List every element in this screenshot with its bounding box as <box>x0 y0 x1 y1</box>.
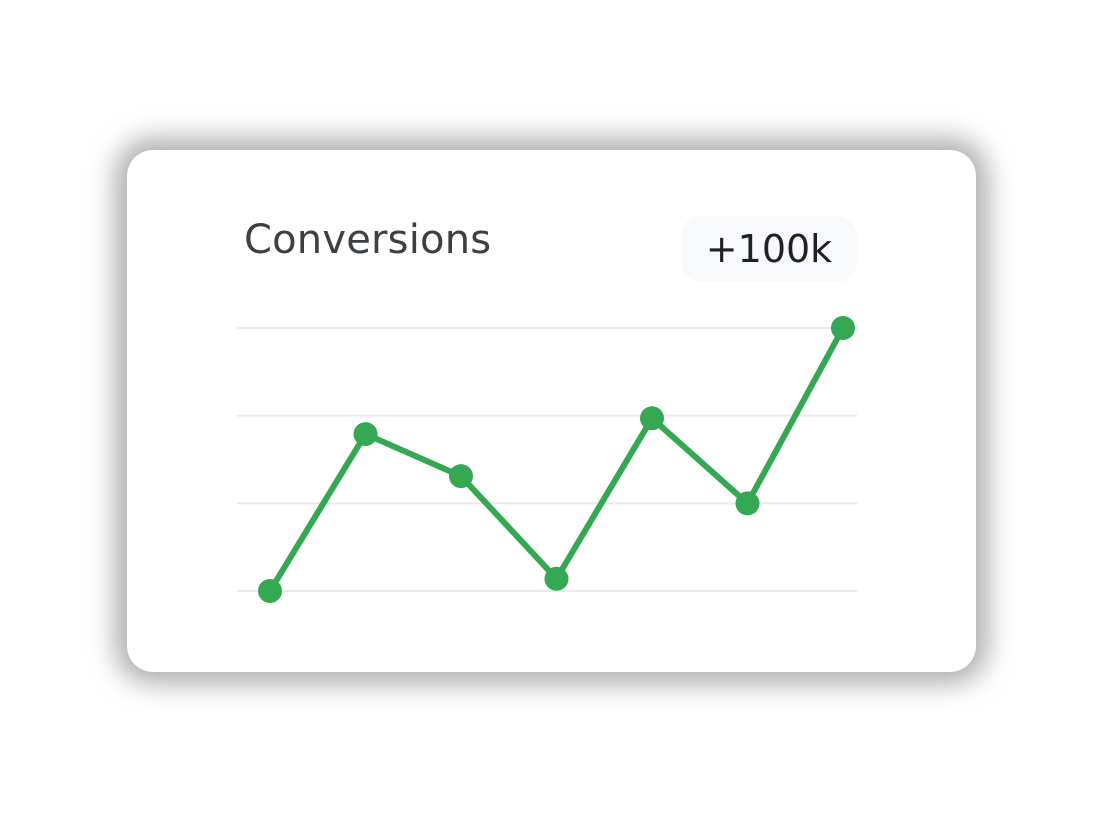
data-point-1 <box>258 579 282 603</box>
conversions-badge: +100k <box>681 216 857 282</box>
data-point-2 <box>353 422 378 447</box>
series-line-0 <box>267 325 846 594</box>
conversions-line-chart <box>237 316 857 603</box>
data-point-3 <box>449 464 473 489</box>
conversions-card: Conversions +100k <box>127 150 976 672</box>
data-point-4 <box>544 566 569 591</box>
data-point-7 <box>831 316 855 340</box>
chart-series <box>267 325 846 594</box>
card-title: Conversions <box>244 217 492 263</box>
data-point-5 <box>640 406 664 431</box>
chart-points <box>258 316 855 603</box>
chart-grid <box>237 327 857 592</box>
data-point-6 <box>735 491 760 516</box>
